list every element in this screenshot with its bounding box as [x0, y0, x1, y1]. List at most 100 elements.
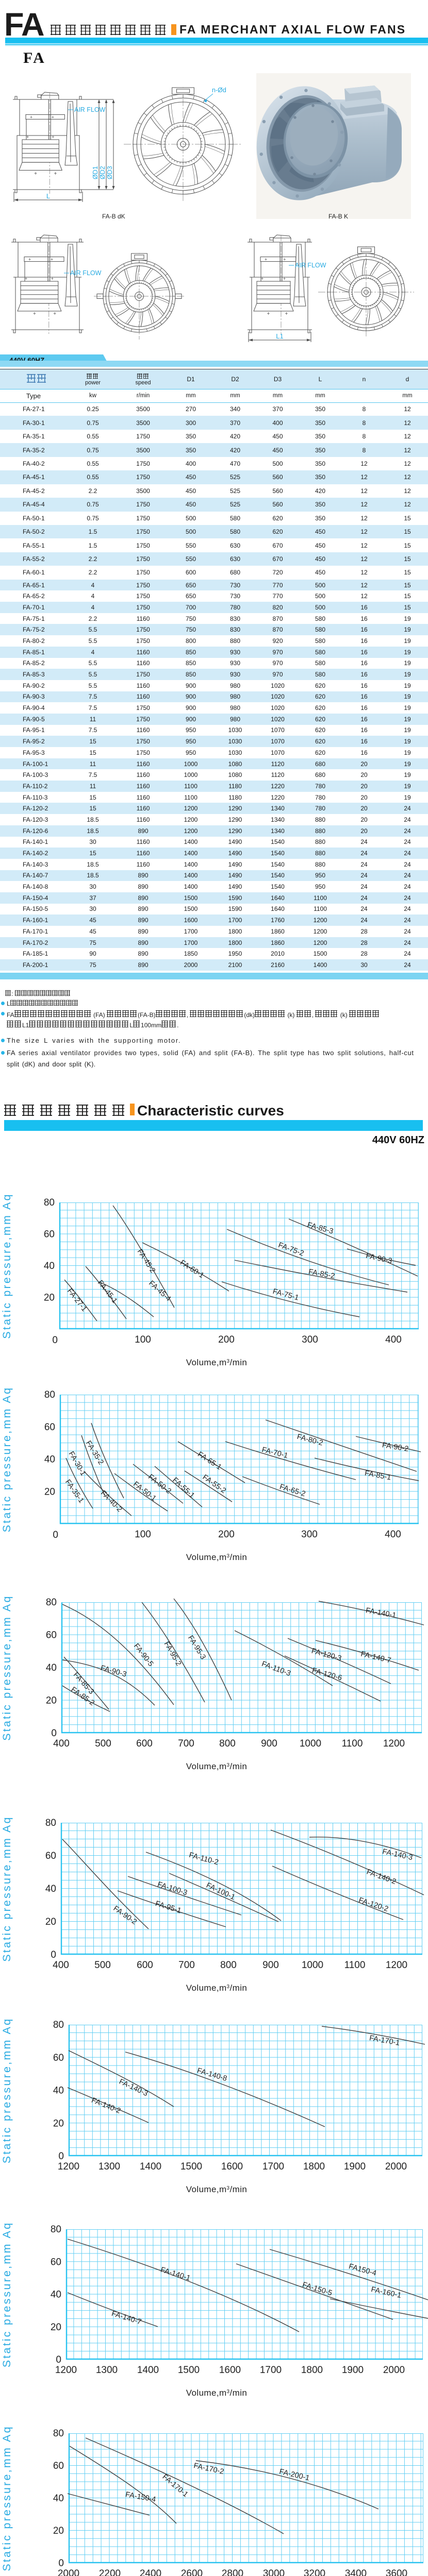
- svg-text:400: 400: [385, 1334, 402, 1345]
- svg-text:+: +: [51, 276, 54, 281]
- svg-text:AIR FLOW: AIR FLOW: [74, 106, 106, 113]
- svg-text:+: +: [34, 171, 37, 177]
- svg-text:ØD3: ØD3: [106, 166, 113, 179]
- svg-text:AIR FLOW: AIR FLOW: [295, 262, 326, 269]
- svg-text:80: 80: [46, 1597, 57, 1608]
- svg-text:60: 60: [44, 1229, 55, 1240]
- svg-text:1000: 1000: [300, 1738, 321, 1749]
- svg-text:+: +: [51, 257, 53, 262]
- svg-text:0: 0: [51, 1728, 57, 1739]
- svg-text:2000: 2000: [383, 2365, 405, 2376]
- svg-text:+: +: [267, 311, 270, 317]
- svg-text:Static pressure,mm Aq: Static pressure,mm Aq: [1, 2222, 13, 2367]
- svg-text:100: 100: [135, 1529, 151, 1540]
- svg-text:1500: 1500: [178, 2365, 200, 2376]
- svg-text:1700: 1700: [260, 2365, 282, 2376]
- svg-text:1700: 1700: [262, 2161, 284, 2172]
- svg-text:40: 40: [44, 1261, 55, 1272]
- svg-text:40: 40: [53, 2086, 64, 2096]
- svg-text:80: 80: [45, 1818, 56, 1828]
- svg-text:+: +: [28, 257, 31, 262]
- svg-text:3000: 3000: [263, 2568, 285, 2576]
- svg-text:Volume,m3/min: Volume,m3/min: [186, 2184, 247, 2194]
- svg-text:80: 80: [53, 2428, 64, 2439]
- svg-text:2200: 2200: [99, 2568, 121, 2576]
- svg-text:n-Ød: n-Ød: [212, 87, 226, 94]
- svg-text:400: 400: [385, 1529, 401, 1540]
- svg-text:200: 200: [218, 1529, 235, 1540]
- svg-text:40: 40: [45, 1884, 56, 1894]
- svg-text:1400: 1400: [140, 2161, 161, 2172]
- svg-text:ØD2: ØD2: [99, 166, 106, 179]
- svg-text:Static pressure,mm Aq: Static pressure,mm Aq: [1, 1386, 13, 1532]
- svg-text:40: 40: [53, 2493, 64, 2504]
- svg-text:40: 40: [51, 2290, 61, 2300]
- svg-text:Static pressure,mm Aq: Static pressure,mm Aq: [1, 1595, 13, 1740]
- svg-text:80: 80: [44, 1389, 55, 1400]
- svg-text:500: 500: [94, 1960, 111, 1971]
- svg-text:60: 60: [45, 1851, 56, 1861]
- svg-text:3200: 3200: [304, 2568, 325, 2576]
- svg-text:+: +: [53, 311, 56, 317]
- svg-text:1600: 1600: [221, 2161, 243, 2172]
- svg-text:100: 100: [135, 1334, 151, 1345]
- svg-text:20: 20: [53, 2118, 64, 2129]
- svg-text:1000: 1000: [302, 1960, 323, 1971]
- svg-text:1400: 1400: [137, 2365, 159, 2376]
- svg-text:80: 80: [51, 2224, 61, 2235]
- svg-text:Volume,m3/min: Volume,m3/min: [186, 2388, 247, 2398]
- svg-text:400: 400: [53, 1960, 69, 1971]
- svg-text:600: 600: [137, 1960, 153, 1971]
- svg-text:Static pressure,mm Aq: Static pressure,mm Aq: [1, 1193, 13, 1338]
- svg-text:600: 600: [136, 1738, 153, 1749]
- svg-text:20: 20: [44, 1486, 55, 1497]
- svg-text:0: 0: [56, 2354, 61, 2365]
- svg-text:Static pressure,mm Aq: Static pressure,mm Aq: [1, 1816, 13, 1961]
- svg-text:+: +: [33, 311, 36, 317]
- svg-text:900: 900: [262, 1960, 279, 1971]
- svg-text:800: 800: [219, 1738, 236, 1749]
- svg-text:20: 20: [45, 1917, 56, 1927]
- svg-text:2400: 2400: [140, 2568, 161, 2576]
- svg-text:+: +: [26, 134, 29, 140]
- svg-text:1200: 1200: [58, 2161, 79, 2172]
- svg-text:80: 80: [44, 1197, 55, 1208]
- svg-text:L1: L1: [276, 332, 283, 340]
- svg-text:1800: 1800: [301, 2365, 323, 2376]
- svg-text:L: L: [46, 192, 50, 200]
- svg-text:2000: 2000: [58, 2568, 79, 2576]
- svg-text:900: 900: [261, 1738, 277, 1749]
- svg-text:3600: 3600: [386, 2568, 407, 2576]
- svg-text:80: 80: [53, 2020, 64, 2030]
- svg-text:60: 60: [53, 2053, 64, 2063]
- svg-text:1200: 1200: [383, 1738, 405, 1749]
- svg-text:1600: 1600: [219, 2365, 241, 2376]
- svg-text:400: 400: [53, 1738, 70, 1749]
- svg-text:3400: 3400: [345, 2568, 367, 2576]
- svg-text:0: 0: [51, 1950, 56, 1960]
- svg-text:+: +: [265, 257, 267, 262]
- svg-text:+: +: [54, 171, 57, 177]
- svg-text:+: +: [261, 276, 264, 281]
- svg-text:800: 800: [220, 1960, 237, 1971]
- svg-text:+: +: [283, 276, 286, 281]
- svg-text:Volume,m3/min: Volume,m3/min: [186, 1358, 247, 1367]
- svg-text:1200: 1200: [55, 2365, 77, 2376]
- svg-text:+: +: [285, 311, 288, 317]
- svg-text:ØD1: ØD1: [92, 166, 99, 179]
- svg-text:20: 20: [46, 1696, 57, 1706]
- svg-text:1300: 1300: [98, 2161, 120, 2172]
- svg-text:1800: 1800: [303, 2161, 325, 2172]
- svg-text:700: 700: [178, 1738, 194, 1749]
- svg-text:60: 60: [53, 2461, 64, 2471]
- svg-text:1500: 1500: [180, 2161, 202, 2172]
- svg-text:1900: 1900: [342, 2365, 364, 2376]
- svg-text:+: +: [30, 114, 32, 120]
- svg-text:0: 0: [58, 2558, 64, 2569]
- svg-text:2600: 2600: [181, 2568, 203, 2576]
- svg-text:2000: 2000: [385, 2161, 407, 2172]
- svg-text:Static pressure,mm Aq: Static pressure,mm Aq: [1, 2425, 13, 2571]
- svg-text:+: +: [25, 276, 27, 281]
- svg-text:1300: 1300: [96, 2365, 118, 2376]
- svg-text:200: 200: [218, 1334, 235, 1345]
